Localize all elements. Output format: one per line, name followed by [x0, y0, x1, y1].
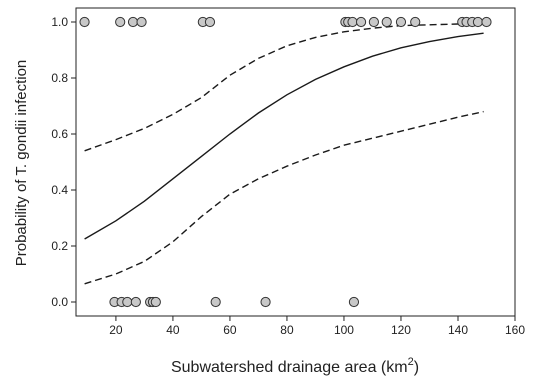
ci-upper-line [84, 22, 484, 152]
data-point [136, 16, 147, 28]
data-point [127, 16, 139, 28]
x-tick-label: 60 [223, 323, 237, 337]
fit-lines [84, 22, 484, 285]
data-point [260, 296, 271, 308]
ci-lower-line [84, 110, 484, 285]
data-point [210, 296, 221, 308]
data-point [79, 16, 90, 28]
data-point [472, 16, 484, 28]
data-point [355, 16, 367, 28]
x-tick-label: 160 [505, 323, 525, 337]
plot-border [75, 7, 516, 317]
x-tick-label: 40 [166, 323, 180, 337]
y-tick-label: 0.0 [51, 295, 68, 309]
x-tick-label: 120 [391, 323, 411, 337]
data-point [150, 296, 161, 308]
y-tick-label: 0.2 [51, 239, 68, 253]
x-tick-label: 20 [109, 323, 123, 337]
y-tick-label: 1.0 [51, 15, 68, 29]
x-tick-label: 80 [280, 323, 294, 337]
data-point [348, 296, 360, 308]
plot-area [75, 7, 516, 317]
data-point [410, 16, 421, 28]
y-axis-label: Probability of T. gondii infection [13, 60, 30, 267]
y-axis-ticks: 0.0 0.2 0.4 0.6 0.8 1.0 [51, 15, 76, 309]
y-tick-label: 0.8 [51, 71, 68, 85]
data-point [368, 16, 379, 28]
fitted-logistic-line [84, 32, 484, 240]
x-tick-label: 140 [448, 323, 468, 337]
data-point [481, 16, 492, 28]
y-tick-label: 0.6 [51, 127, 68, 141]
y-tick-label: 0.4 [51, 183, 68, 197]
data-point [130, 296, 141, 308]
data-point [395, 16, 407, 28]
x-tick-label: 100 [334, 323, 354, 337]
data-points [79, 16, 492, 308]
data-point [115, 16, 126, 28]
x-axis-ticks: 20 40 60 80 100 120 140 160 [109, 316, 525, 337]
data-point [381, 16, 392, 28]
data-point [204, 16, 216, 28]
x-axis-label: Subwatershed drainage area (km2) [171, 356, 419, 376]
data-point [122, 296, 133, 308]
data-point [347, 16, 358, 28]
